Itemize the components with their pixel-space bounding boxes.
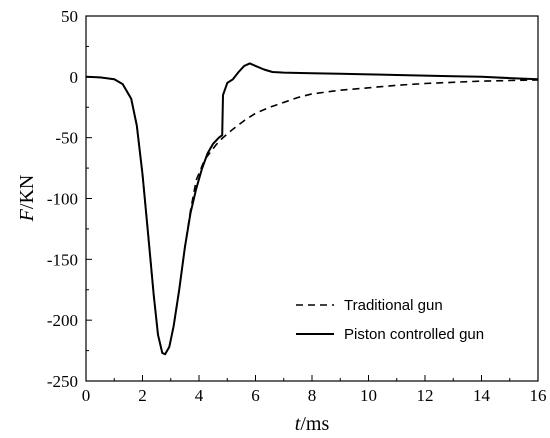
y-tick-label: -250	[47, 372, 78, 391]
x-axis-title: t/ms	[295, 413, 330, 435]
series-line-traditional	[85, 76, 539, 355]
axis-ticks	[85, 15, 539, 382]
legend-label-piston: Piston controlled gun	[344, 326, 484, 343]
y-tick-label: 0	[70, 68, 79, 87]
x-tick-label: 8	[308, 386, 317, 405]
x-tick-label: 10	[360, 386, 377, 405]
axis-tick-labels: 0 2 4 6 8 10 12 14 16 50 0 -50 -100 -150 -200 -250	[47, 7, 547, 405]
x-tick-label: 16	[530, 386, 547, 405]
y-tick-label: 50	[61, 7, 78, 26]
y-tick-label: -200	[47, 311, 78, 330]
series-line-piston	[85, 62, 539, 356]
x-tick-label: 14	[473, 386, 491, 405]
y-tick-label: -50	[55, 129, 78, 148]
legend: Traditional gun Piston controlled gun	[296, 297, 484, 343]
y-tick-label: -150	[47, 250, 78, 269]
y-tick-label: -100	[47, 190, 78, 209]
x-tick-label: 0	[82, 386, 91, 405]
x-tick-label: 6	[251, 386, 260, 405]
x-tick-label: 12	[417, 386, 434, 405]
x-tick-label: 2	[138, 386, 147, 405]
y-axis-title: F/KN	[16, 175, 38, 223]
legend-label-traditional: Traditional gun	[344, 297, 443, 314]
x-tick-label: 4	[195, 386, 204, 405]
series-layer	[85, 62, 539, 356]
